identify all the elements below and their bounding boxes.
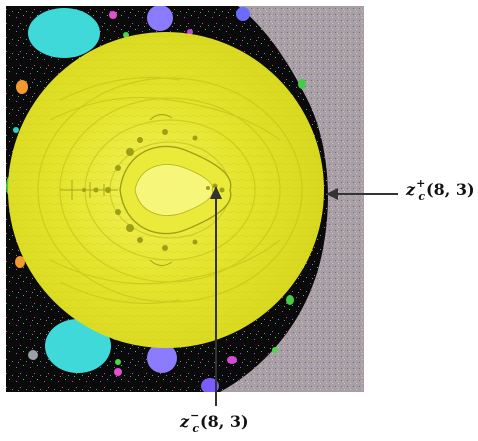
label-bottom-args: (8, 3) [200, 412, 249, 431]
arrow-right [326, 188, 398, 200]
colored-bulbs [6, 6, 306, 392]
label-bottom-sub: c [192, 422, 200, 435]
label-zc-minus: z−c(8, 3) [180, 410, 249, 434]
label-bottom-sup: − [190, 409, 200, 422]
label-right-var: z [406, 180, 416, 199]
label-right-sup: + [416, 177, 426, 190]
label-right-sub: c [418, 190, 426, 203]
noise-region [220, 6, 364, 392]
label-right-args: (8, 3) [426, 180, 475, 199]
fractal-detail [60, 114, 232, 266]
label-bottom-var: z [180, 412, 190, 431]
arrow-bottom [210, 186, 222, 406]
label-zc-plus: z+c(8, 3) [406, 178, 475, 202]
